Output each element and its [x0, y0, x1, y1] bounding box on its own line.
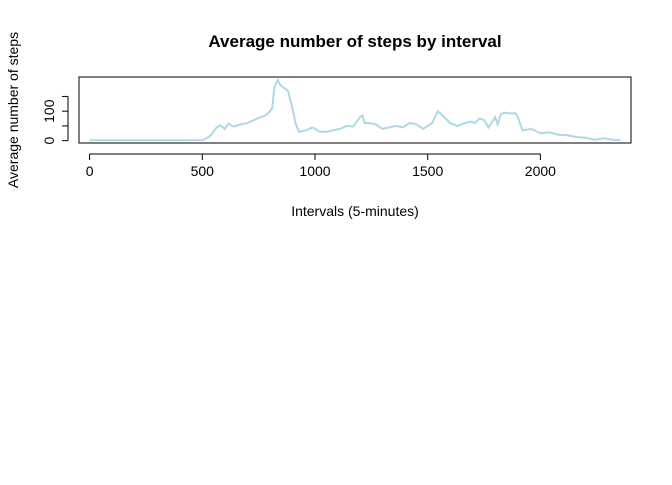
y-axis-label: Average number of steps [5, 32, 21, 188]
x-tick-label: 2000 [525, 163, 556, 179]
chart-title: Average number of steps by interval [208, 32, 501, 51]
x-tick-label: 500 [191, 163, 215, 179]
x-axis: 0 500 1000 1500 2000 [86, 153, 556, 179]
y-axis: 0 100 [41, 95, 69, 145]
x-axis-label: Intervals (5-minutes) [291, 203, 419, 219]
x-tick-label: 1000 [299, 163, 330, 179]
x-tick-label: 1500 [412, 163, 443, 179]
y-tick-label: 0 [41, 137, 57, 145]
y-tick-label: 100 [41, 99, 57, 123]
x-tick-label: 0 [86, 163, 94, 179]
series-line [89, 77, 621, 142]
plot-box [78, 76, 632, 144]
